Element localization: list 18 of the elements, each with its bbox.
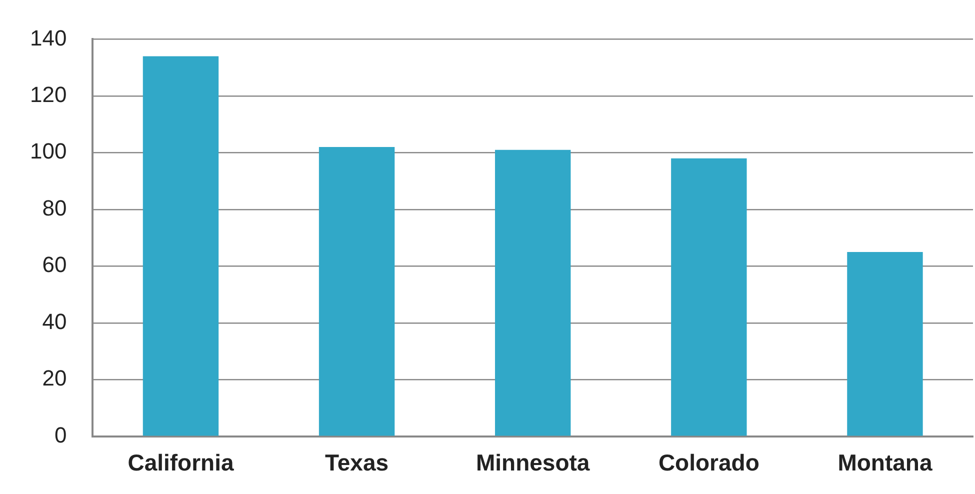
- y-tick-label: 20: [42, 366, 67, 391]
- bar: [847, 252, 923, 436]
- y-tick-label: 120: [30, 82, 67, 108]
- x-tick-label: California: [128, 450, 234, 476]
- bar: [495, 150, 571, 436]
- y-tick-label: 40: [42, 308, 67, 334]
- y-tick-label: 100: [30, 138, 67, 164]
- bar: [671, 158, 747, 436]
- y-tick-label: 140: [30, 25, 67, 50]
- x-tick-label: Texas: [325, 450, 389, 476]
- x-tick-label: Montana: [838, 450, 932, 476]
- y-tick-label: 80: [42, 195, 67, 220]
- bar: [318, 147, 395, 436]
- x-tick-label: Minnesota: [476, 450, 590, 476]
- x-tick-label: Colorado: [658, 450, 760, 476]
- bar: [142, 56, 219, 436]
- y-tick-label: 0: [54, 422, 67, 448]
- y-tick-label: 60: [42, 252, 67, 278]
